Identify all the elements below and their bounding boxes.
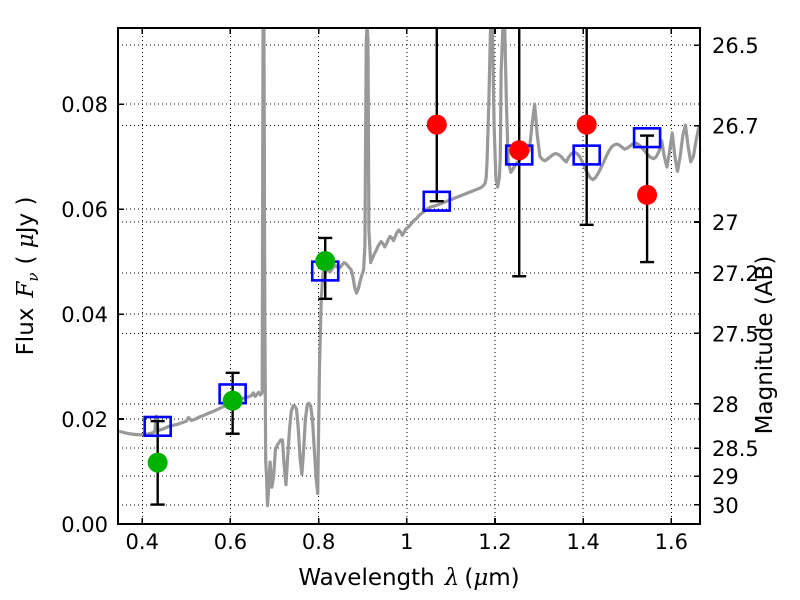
x-tick-label: 1.6 [655,530,688,554]
model-spectrum-line [118,28,700,508]
x-tick-label: 1.2 [478,530,511,554]
y-tick-label-right: 29 [712,465,739,489]
y-tick-label-right: 30 [712,494,739,518]
y-tick-label-right: 26.7 [712,115,759,139]
y-tick-label-right: 27.5 [712,322,759,346]
x-tick-label: 1 [400,530,413,554]
x-tick-label: 0.4 [126,530,159,554]
x-tick-label: 1.4 [566,530,599,554]
grid-lines [118,28,700,524]
x-axis-title: Wavelength λ (μm) [298,565,519,591]
y-tick-label-right: 26.5 [712,34,759,58]
axes-frame [116,26,702,526]
y-tick-label-left: 0.00 [61,513,108,537]
y-tick-label-right: 27.2 [712,262,759,286]
y-axis-title-right: Magnitude (AB) [752,256,778,435]
x-tick-label: 0.8 [302,530,335,554]
y-axis-title-left: FluxFν( μJy ) [13,197,42,356]
x-tick-label: 0.6 [214,530,247,554]
y-tick-label-left: 0.04 [61,303,108,327]
y-tick-label-left: 0.08 [61,93,108,117]
axis-tick-labels: 0.4 0.6 0.8 1 1.2 1.4 1.6 0.00 0.02 0.04 0.06 0.08 2… [61,34,759,554]
y-tick-label-left: 0.02 [61,408,108,432]
y-tick-label-right: 27 [712,211,739,235]
observed-photometry-markers [147,114,658,473]
y-tick-label-right: 28.5 [712,437,759,461]
y-tick-label-left: 0.06 [61,198,108,222]
axis-ticks [118,28,700,525]
y-tick-label-right: 28 [712,393,739,417]
